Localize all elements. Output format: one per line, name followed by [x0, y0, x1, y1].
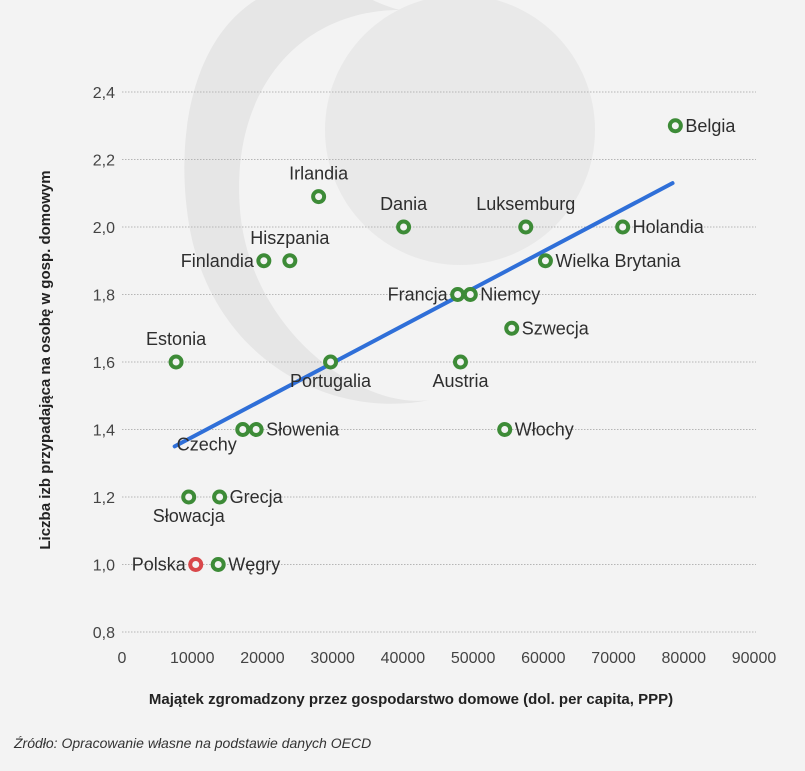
data-point-włochy: [497, 422, 513, 437]
watermark-logo: [184, 0, 595, 404]
data-point-finlandia: [256, 253, 272, 269]
point-label: Luksemburg: [476, 194, 575, 214]
data-point-niemcy: [462, 287, 478, 302]
point-label: Austria: [432, 371, 489, 391]
y-tick-label: 2,0: [93, 220, 115, 237]
point-labels: Belgia Irlandia Dania Luksemburg Holandia Fin…: [132, 116, 737, 575]
point-label: Niemcy: [480, 285, 540, 305]
point-label: Słowenia: [266, 420, 340, 440]
y-tick-label: 2,4: [93, 85, 115, 102]
data-point-słowacja: [181, 489, 197, 505]
point-label: Węgry: [228, 555, 280, 575]
point-label: Francja: [388, 285, 449, 305]
point-label: Holandia: [633, 217, 705, 237]
data-point-szwecja: [504, 320, 520, 336]
y-tick-label: 1,2: [93, 490, 115, 507]
x-tick-label: 60000: [521, 650, 566, 667]
point-label: Słowacja: [153, 506, 226, 526]
point-label: Włochy: [515, 420, 574, 440]
data-point-austria: [452, 354, 468, 370]
y-tick-label: 2,2: [93, 153, 115, 170]
data-point-dania: [396, 219, 412, 235]
y-tick-label: 1,4: [93, 423, 115, 440]
y-tick-label: 0,8: [93, 625, 115, 642]
gridlines: [122, 91, 756, 633]
source-note: Źródło: Opracowanie własne na podstawie …: [13, 735, 371, 751]
data-point-belgia: [667, 118, 683, 134]
point-label: Polska: [132, 555, 187, 575]
data-point-słowenia: [248, 422, 264, 437]
data-point-irlandia: [311, 189, 327, 205]
point-label: Estonia: [146, 329, 207, 349]
data-point-węgry: [210, 557, 226, 572]
point-label: Finlandia: [181, 251, 255, 271]
point-label: Wielka Brytania: [555, 251, 681, 271]
point-label: Irlandia: [289, 164, 349, 184]
y-axis-ticks: 0,8 1,0 1,2 1,4 1,6 1,8 2,0 2,2 2,4: [93, 85, 115, 642]
point-label: Belgia: [685, 116, 736, 136]
point-label: Portugalia: [290, 371, 372, 391]
point-label: Szwecja: [522, 318, 590, 338]
data-point-hiszpania: [282, 253, 298, 269]
x-tick-label: 30000: [310, 650, 355, 667]
x-tick-label: 80000: [662, 650, 707, 667]
x-tick-label: 20000: [240, 650, 285, 667]
x-tick-label: 50000: [451, 650, 496, 667]
x-axis-ticks: 0 10000 20000 30000 40000 50000 60000 70000 8000…: [118, 650, 777, 667]
point-label: Hiszpania: [250, 228, 330, 248]
data-point-wielka-brytania: [537, 253, 553, 269]
point-label: Grecja: [230, 487, 284, 507]
data-point-grecja: [212, 489, 228, 505]
y-tick-label: 1,6: [93, 355, 115, 372]
x-tick-label: 10000: [170, 650, 215, 667]
y-tick-label: 1,8: [93, 288, 115, 305]
data-point-polska: [188, 557, 204, 572]
data-point-francja: [450, 287, 466, 302]
data-points: [168, 118, 683, 572]
x-tick-label: 70000: [591, 650, 636, 667]
point-label: Czechy: [177, 435, 237, 455]
data-point-portugalia: [323, 354, 339, 370]
data-point-holandia: [615, 219, 631, 235]
x-tick-label: 0: [118, 650, 127, 667]
y-axis-title: Liczba izb przypadająca na osobę w gosp.…: [37, 170, 54, 549]
data-point-czechy: [235, 422, 251, 437]
x-tick-label: 40000: [381, 650, 426, 667]
x-axis-title: Majątek zgromadzony przez gospodarstwo d…: [149, 691, 673, 708]
data-point-estonia: [168, 354, 184, 370]
y-tick-label: 1,0: [93, 558, 115, 575]
trend-line: [172, 181, 675, 449]
point-label: Dania: [380, 194, 428, 214]
x-tick-label: 90000: [732, 650, 777, 667]
data-point-luksemburg: [518, 219, 534, 235]
